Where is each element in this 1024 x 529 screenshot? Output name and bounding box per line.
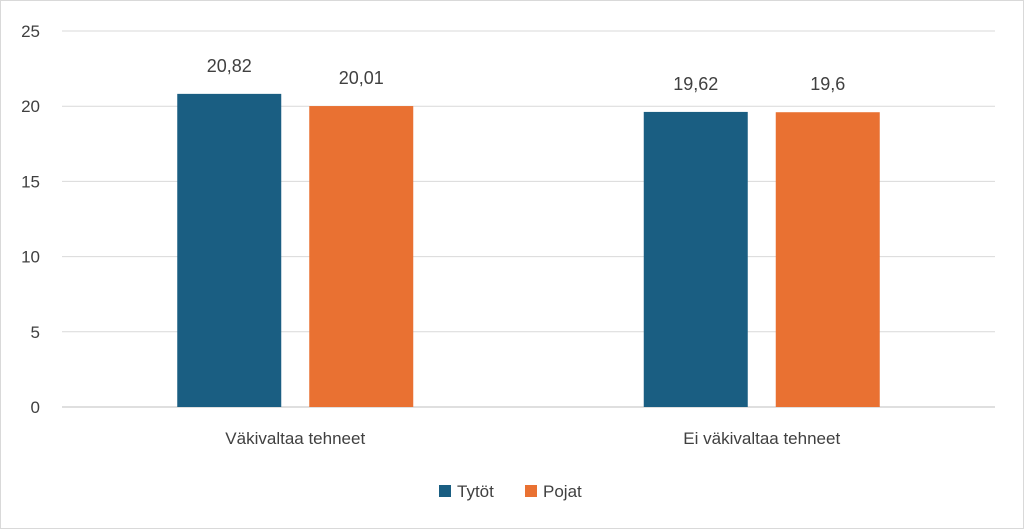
y-tick-label: 20 [21,97,40,116]
legend: Tytöt Pojat [439,482,582,501]
y-tick-label: 0 [31,398,40,417]
legend-swatch-pojat [525,485,537,497]
data-label: 19,62 [673,74,718,94]
y-axis-ticks: 0 5 10 15 20 25 [21,22,40,417]
data-label: 19,6 [810,74,845,94]
legend-swatch-tytöt [439,485,451,497]
x-axis-categories: Väkivaltaa tehneet Ei väkivaltaa tehneet [225,429,840,448]
y-tick-label: 15 [21,172,40,191]
bar-tytöt-1 [177,93,282,408]
y-tick-label: 25 [21,22,40,41]
y-tick-label: 10 [21,248,40,267]
data-label: 20,01 [339,68,384,88]
bar-pojat-2 [775,112,880,407]
bars [177,93,880,408]
data-labels: 20,82 20,01 19,62 19,6 [207,56,846,94]
legend-label-pojat: Pojat [543,482,582,501]
category-label: Väkivaltaa tehneet [225,429,365,448]
bar-tytöt-2 [643,111,748,408]
legend-label-tytöt: Tytöt [457,482,494,501]
y-tick-label: 5 [31,323,40,342]
bar-pojat-1 [309,106,414,408]
data-label: 20,82 [207,56,252,76]
category-label: Ei väkivaltaa tehneet [683,429,840,448]
